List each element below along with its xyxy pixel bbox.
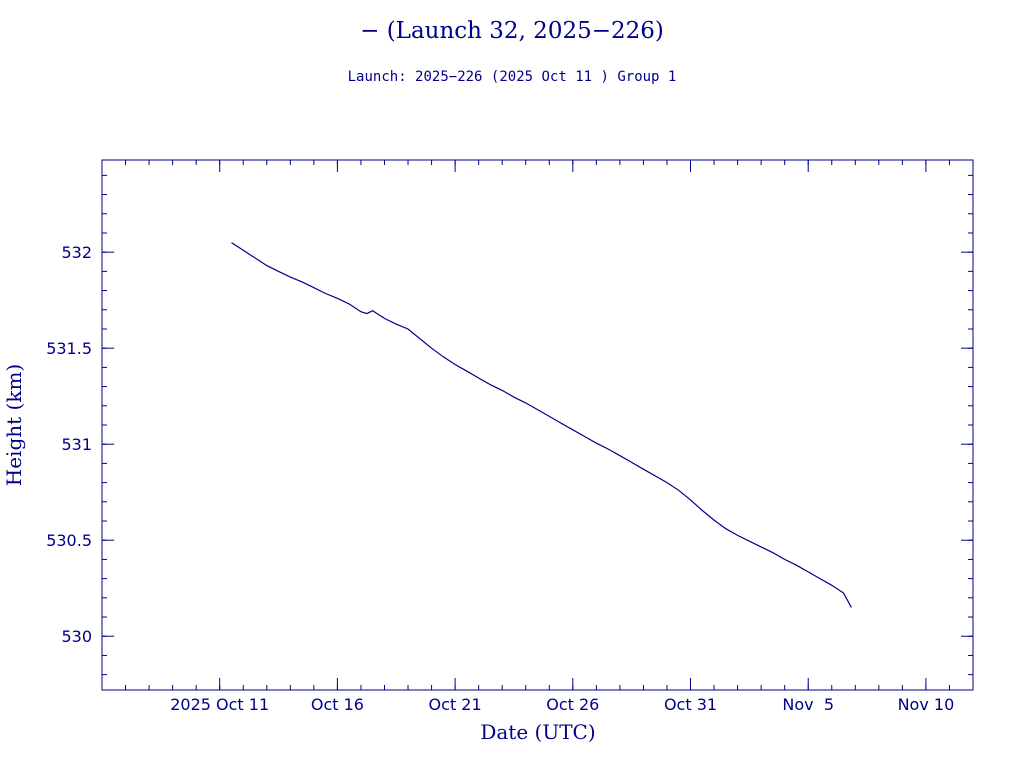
plot-frame (101, 159, 974, 691)
x-tick-labels: 2025 Oct 11 Oct 16 Oct 21 Oct 26 Oct 31 Nov 5… (170, 695, 954, 714)
y-axis-label: Height (km) (2, 364, 26, 486)
x-tick-label: Oct 16 (311, 695, 364, 714)
y-tick-label: 531 (61, 435, 92, 454)
y-tick-label: 530 (61, 627, 92, 646)
chart-subtitle: Launch: 2025−226 (2025 Oct 11 ) Group 1 (348, 69, 677, 85)
height-series-line (231, 242, 852, 608)
y-tick-label: 532 (61, 243, 92, 262)
x-tick-label: Oct 31 (664, 695, 717, 714)
y-tick-labels: 530 530.5 531 531.5 532 (46, 243, 92, 646)
y-tick-label: 531.5 (46, 339, 92, 358)
x-tick-label: Oct 26 (546, 695, 599, 714)
x-tick-label: Nov 5 (782, 695, 834, 714)
y-tick-label: 530.5 (46, 531, 92, 550)
x-axis-label: Date (UTC) (480, 720, 595, 744)
x-tick-label: 2025 Oct 11 (170, 695, 269, 714)
x-tick-label: Oct 21 (429, 695, 482, 714)
axis-ticks (101, 160, 974, 690)
chart-title: − (Launch 32, 2025−226) (360, 18, 664, 44)
x-tick-label: Nov 10 (898, 695, 955, 714)
